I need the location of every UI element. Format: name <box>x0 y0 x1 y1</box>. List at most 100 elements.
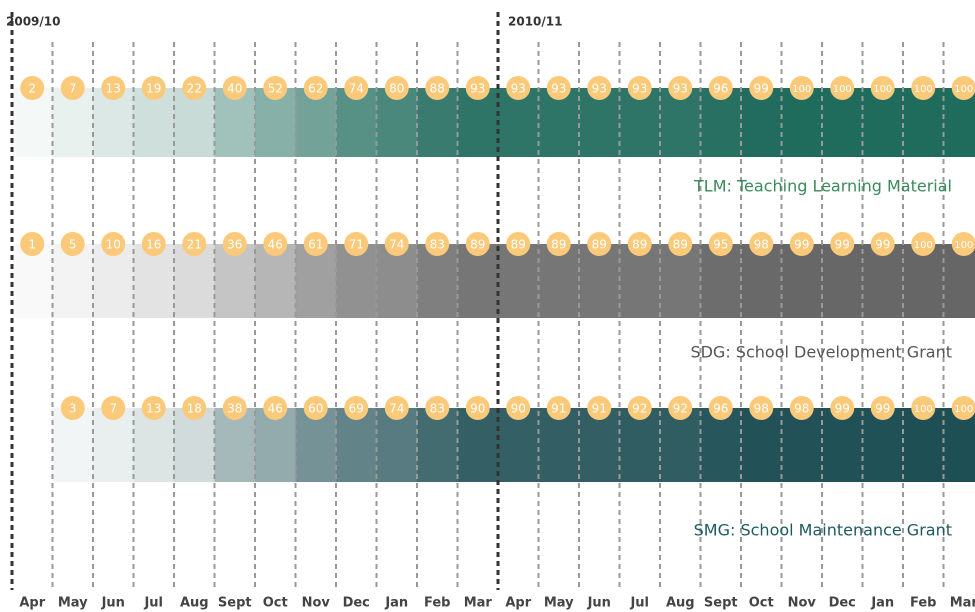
value-label: 40 <box>227 82 242 96</box>
value-label: 5 <box>69 238 77 252</box>
value-label: 38 <box>227 402 242 416</box>
value-marker <box>101 76 126 100</box>
value-marker <box>708 76 733 100</box>
value-marker <box>870 396 895 420</box>
value-label: 36 <box>227 238 242 252</box>
value-label: 90 <box>470 402 485 416</box>
value-label: 62 <box>308 82 323 96</box>
value-label: 91 <box>592 402 607 416</box>
value-marker <box>506 232 531 256</box>
value-marker <box>344 232 369 256</box>
cell <box>943 244 975 318</box>
value-marker <box>101 396 126 420</box>
value-label: 89 <box>592 238 607 252</box>
value-marker <box>465 396 490 420</box>
value-marker <box>830 232 855 256</box>
value-marker <box>141 76 166 100</box>
value-marker <box>20 232 45 256</box>
value-label: 52 <box>268 82 283 96</box>
value-label: 2 <box>28 82 36 96</box>
cell <box>93 408 134 482</box>
value-label: 89 <box>470 238 485 252</box>
value-marker <box>141 396 166 420</box>
value-label: 100 <box>792 84 811 95</box>
value-label: 95 <box>713 238 728 252</box>
value-label: 98 <box>754 402 769 416</box>
value-label: 99 <box>754 82 769 96</box>
month-label: Dec <box>343 596 370 611</box>
value-label: 100 <box>954 240 973 251</box>
value-marker <box>546 396 571 420</box>
month-label: Apr <box>19 596 45 611</box>
value-label: 96 <box>713 402 728 416</box>
month-label: Oct <box>749 596 774 611</box>
cell <box>214 244 256 318</box>
value-marker <box>708 232 733 256</box>
value-label: 92 <box>673 402 688 416</box>
value-marker <box>789 396 814 420</box>
value-label: 13 <box>146 402 161 416</box>
value-label: 99 <box>794 238 809 252</box>
value-label: 93 <box>592 82 607 96</box>
month-label: Nov <box>302 596 331 611</box>
value-marker <box>506 396 531 420</box>
month-label: Feb <box>910 596 936 611</box>
value-marker <box>303 76 328 100</box>
value-marker <box>506 76 531 100</box>
value-marker <box>911 76 936 100</box>
value-label: 89 <box>551 238 566 252</box>
value-label: 61 <box>308 238 323 252</box>
value-label: 16 <box>146 238 161 252</box>
value-label: 89 <box>673 238 688 252</box>
value-label: 98 <box>754 238 769 252</box>
period-label: 2010/11 <box>508 15 562 29</box>
cell <box>741 244 782 318</box>
cell <box>52 408 94 482</box>
cell <box>255 244 296 318</box>
month-label: Oct <box>263 596 288 611</box>
value-label: 7 <box>69 82 77 96</box>
month-label: Aug <box>180 596 209 611</box>
value-marker <box>465 232 490 256</box>
value-label: 74 <box>389 238 404 252</box>
value-label: 91 <box>551 402 566 416</box>
value-marker <box>384 396 409 420</box>
value-label: 93 <box>470 82 485 96</box>
value-label: 22 <box>187 82 202 96</box>
cell <box>660 244 701 318</box>
value-label: 100 <box>833 84 852 95</box>
value-marker <box>830 76 855 100</box>
value-marker <box>60 232 85 256</box>
value-marker <box>789 76 814 100</box>
value-marker <box>749 76 774 100</box>
value-label: 100 <box>873 84 892 95</box>
value-marker <box>587 232 612 256</box>
value-marker <box>627 232 652 256</box>
month-label: Mar <box>950 596 975 611</box>
cell <box>862 244 904 318</box>
cell <box>903 244 944 318</box>
value-marker <box>749 396 774 420</box>
value-marker <box>222 232 247 256</box>
cell <box>822 244 863 318</box>
month-label: Jul <box>629 596 649 611</box>
cell <box>457 408 499 482</box>
value-label: 46 <box>268 402 283 416</box>
value-label: 99 <box>835 402 850 416</box>
value-label: 3 <box>69 402 77 416</box>
cell <box>943 408 975 482</box>
value-label: 88 <box>430 82 445 96</box>
value-label: 13 <box>106 82 121 96</box>
value-marker <box>182 396 207 420</box>
month-label: Apr <box>505 596 531 611</box>
value-marker <box>344 396 369 420</box>
cell <box>660 408 701 482</box>
value-marker <box>668 232 693 256</box>
value-label: 100 <box>914 240 933 251</box>
value-label: 93 <box>632 82 647 96</box>
value-label: 96 <box>713 82 728 96</box>
value-marker <box>344 76 369 100</box>
value-marker <box>627 76 652 100</box>
cell <box>255 408 296 482</box>
value-marker <box>425 396 450 420</box>
